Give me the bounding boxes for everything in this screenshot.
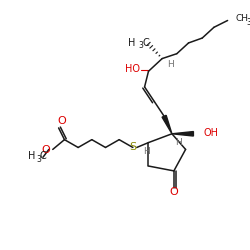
Text: O: O bbox=[170, 188, 178, 198]
Text: S: S bbox=[129, 142, 136, 152]
Text: H: H bbox=[28, 151, 35, 161]
Text: CH: CH bbox=[236, 14, 248, 23]
Text: H: H bbox=[168, 60, 174, 69]
Text: 3: 3 bbox=[37, 155, 42, 164]
Polygon shape bbox=[172, 132, 194, 136]
Text: HO: HO bbox=[125, 64, 140, 74]
Text: 3: 3 bbox=[246, 18, 250, 27]
Text: OH: OH bbox=[203, 128, 218, 138]
Text: C: C bbox=[142, 38, 149, 48]
Text: O: O bbox=[57, 116, 66, 126]
Polygon shape bbox=[162, 115, 172, 134]
Text: H: H bbox=[176, 138, 182, 147]
Text: H: H bbox=[128, 38, 136, 48]
Text: O: O bbox=[41, 146, 50, 156]
Text: 3: 3 bbox=[138, 42, 143, 50]
Text: C: C bbox=[40, 151, 46, 161]
Text: H: H bbox=[143, 147, 150, 156]
